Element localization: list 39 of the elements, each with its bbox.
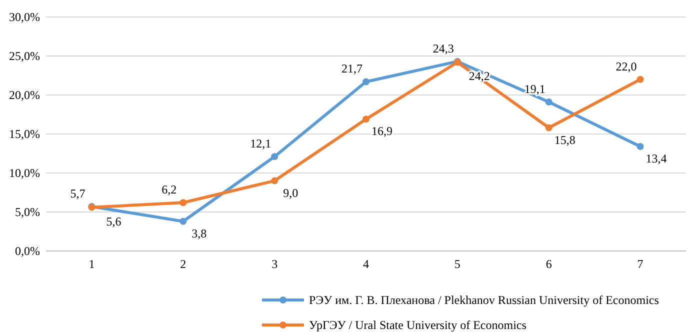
point [362, 78, 370, 86]
data-label: 6,2 [162, 182, 177, 197]
x-tick-label: 1 [88, 257, 95, 271]
y-tick-label: 20,0% [9, 88, 40, 102]
data-label: 13,4 [646, 151, 667, 166]
x-tick-label: 6 [546, 257, 552, 271]
point [271, 177, 278, 184]
x-tick-label: 4 [363, 257, 369, 271]
y-tick-label: 30,0% [9, 10, 40, 24]
point [636, 76, 644, 83]
x-tick-label: 2 [180, 257, 186, 271]
point [545, 124, 552, 132]
point [545, 98, 552, 106]
x-tick-label: 7 [637, 257, 644, 271]
point [636, 142, 644, 150]
point [180, 218, 187, 225]
point [362, 116, 370, 123]
data-label: 9,0 [283, 186, 298, 200]
y-tick-label: 5,0% [15, 205, 40, 219]
point [180, 199, 187, 206]
legend-label: УрГЭУ / Ural State University of Economics [309, 318, 527, 332]
x-tick-label: 3 [272, 257, 278, 271]
point [271, 153, 278, 160]
data-label: 22,0 [616, 59, 637, 74]
legend-label: РЭУ им. Г. В. Плеханова / Plekhanov Russian University of Economics [309, 293, 660, 307]
data-label: 16,9 [372, 124, 392, 138]
x-tick-label: 5 [454, 257, 460, 271]
data-label: 15,8 [554, 132, 576, 147]
data-label: 24,3 [432, 41, 454, 56]
y-tick-label: 10,0% [9, 166, 40, 180]
data-label: 21,7 [342, 62, 362, 76]
data-label: 3,8 [192, 226, 207, 240]
data-label: 19,1 [524, 82, 546, 96]
y-tick-label: 15,0% [9, 127, 40, 141]
y-tick-label: 0,0% [15, 244, 40, 258]
y-tick-label: 25,0% [9, 49, 40, 63]
data-label: 12,1 [250, 136, 272, 151]
data-label: 5,6 [106, 214, 122, 228]
data-label: 5,7 [70, 186, 86, 201]
